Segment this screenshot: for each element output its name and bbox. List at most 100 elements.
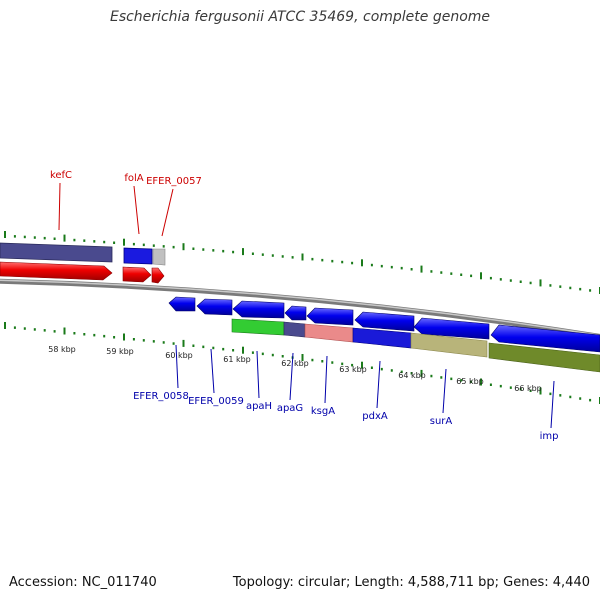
minor-tick (589, 398, 592, 402)
major-tick (539, 387, 542, 395)
minor-tick (113, 336, 116, 339)
label-connector-line (133, 185, 140, 235)
minor-tick (232, 250, 235, 254)
minor-tick (251, 252, 254, 255)
minor-tick (33, 328, 36, 331)
minor-tick (132, 338, 135, 341)
feature-bar-folA-region (123, 247, 153, 265)
minor-tick (162, 245, 165, 248)
gene-label-apaH: apaH (246, 401, 272, 412)
label-connector-line (58, 182, 61, 231)
minor-tick (222, 249, 225, 253)
accession-text: Accession: NC_011740 (9, 575, 157, 590)
gene-label-EFER_0057: EFER_0057 (146, 176, 202, 187)
minor-tick (202, 248, 205, 251)
minor-tick (23, 327, 26, 330)
minor-tick (93, 240, 96, 243)
minor-tick (569, 286, 572, 290)
minor-tick (281, 255, 284, 258)
minor-tick (53, 237, 56, 240)
minor-tick (43, 329, 46, 332)
minor-tick (83, 239, 86, 242)
tick-layer (4, 231, 600, 404)
major-tick (420, 265, 423, 273)
minor-tick (410, 372, 413, 375)
minor-tick (132, 242, 135, 246)
minor-tick (23, 235, 26, 239)
minor-tick (400, 370, 403, 374)
minor-tick (440, 376, 443, 379)
reverse-cds-arrow (284, 305, 307, 321)
minor-tick (499, 278, 502, 281)
minor-tick (519, 388, 522, 391)
minor-tick (113, 241, 116, 244)
minor-tick (152, 340, 155, 343)
minor-tick (400, 266, 403, 270)
major-tick (361, 361, 363, 369)
major-tick (539, 279, 542, 287)
scale-label-63kbp: 63 kbp (339, 365, 367, 374)
label-connector-line (550, 380, 555, 429)
feature-bar-apaH-region (231, 318, 285, 336)
minor-tick (212, 346, 215, 350)
minor-tick (103, 334, 106, 338)
feature-bar-ksgA-region (304, 323, 354, 343)
feature-bar-surA-region (410, 332, 488, 358)
reverse-cds-arrow (306, 307, 354, 326)
minor-tick (440, 271, 443, 274)
minor-tick (73, 238, 76, 242)
minor-tick (430, 374, 433, 378)
label-connector-line (161, 188, 174, 237)
minor-tick (489, 383, 492, 386)
gene-label-apaG: apaG (277, 403, 303, 414)
major-tick (63, 234, 66, 242)
major-tick (301, 354, 304, 361)
major-tick (123, 238, 125, 246)
minor-tick (509, 386, 512, 389)
minor-tick (460, 273, 463, 276)
minor-tick (271, 353, 274, 357)
reverse-cds-arrow (232, 300, 285, 319)
minor-tick (232, 349, 235, 352)
minor-tick (321, 258, 324, 262)
label-connector-line (256, 350, 260, 399)
minor-tick (450, 377, 453, 381)
forward-cds-arrow (151, 267, 165, 284)
major-tick (420, 369, 423, 377)
label-connector-line (175, 344, 179, 389)
minor-tick (53, 330, 56, 333)
minor-tick (489, 276, 492, 280)
gene-label-ksgA: ksgA (311, 406, 335, 417)
minor-tick (331, 259, 334, 263)
label-connector-layer (58, 182, 555, 429)
minor-tick (13, 326, 16, 329)
minor-tick (311, 358, 314, 362)
genome-title: Escherichia fergusonii ATCC 35469, compl… (109, 9, 491, 25)
feature-bar-pdxA-region (352, 327, 412, 349)
scale-label-59kbp: 59 kbp (106, 347, 134, 356)
minor-tick (172, 342, 175, 345)
minor-tick (83, 333, 86, 336)
minor-tick (579, 287, 582, 291)
minor-tick (509, 279, 512, 282)
gene-label-EFER_0058: EFER_0058 (133, 391, 189, 402)
minor-tick (261, 253, 264, 256)
gene-label-pdxA: pdxA (362, 411, 388, 422)
major-tick (480, 272, 482, 280)
minor-tick (351, 261, 354, 265)
scale-label-65kbp: 65 kbp (456, 377, 484, 386)
minor-tick (202, 345, 205, 349)
minor-tick (351, 363, 354, 367)
minor-tick (470, 274, 473, 278)
reverse-cds-arrow (168, 296, 196, 312)
label-connector-line (289, 352, 294, 401)
minor-tick (103, 240, 106, 244)
minor-tick (529, 281, 532, 285)
feature-bar-apaG-region (283, 321, 306, 338)
feature-bar-EFER_0057-region (152, 248, 166, 266)
major-tick (63, 327, 66, 335)
major-tick (361, 259, 363, 267)
forward-cds-arrow (122, 266, 152, 283)
scale-label-66kbp: 66 kbp (514, 384, 542, 393)
